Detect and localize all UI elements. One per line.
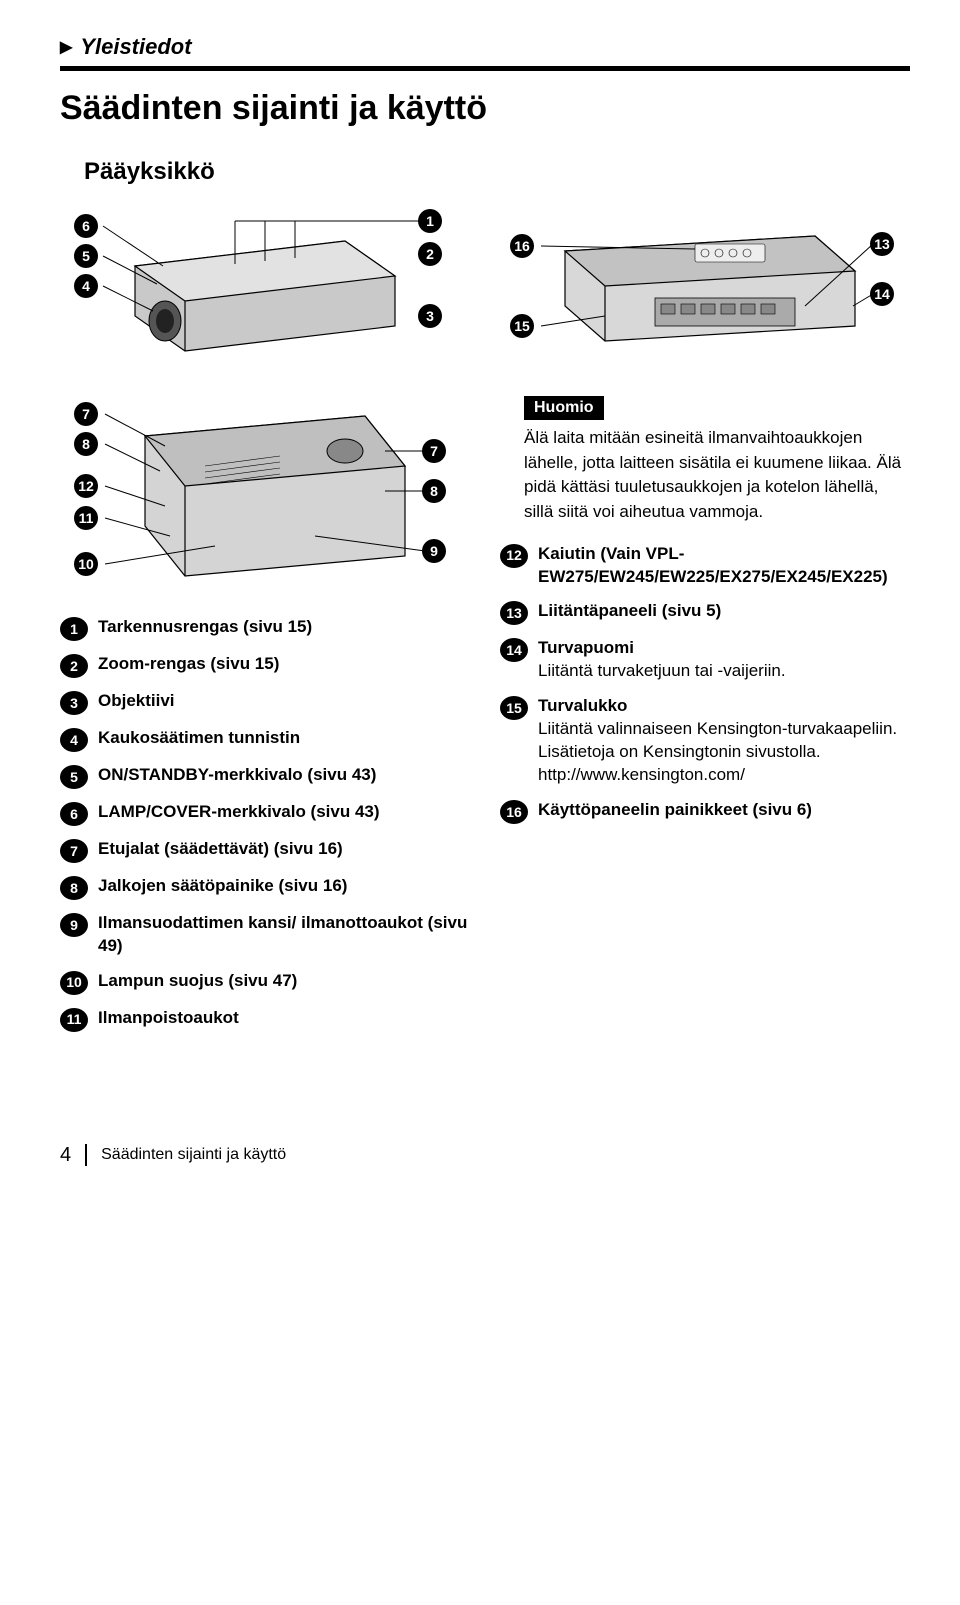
list-item: 14TurvapuomiLiitäntä turvaketjuun tai -v…	[500, 637, 910, 683]
callout-15: 15	[510, 314, 534, 338]
list-item: 3Objektiivi	[60, 690, 470, 715]
breadcrumb: ▶ Yleistiedot	[60, 30, 910, 66]
list-item: 16Käyttöpaneelin painikkeet (sivu 6)	[500, 799, 910, 824]
list-item: 2Zoom-rengas (sivu 15)	[60, 653, 470, 678]
callout-5: 5	[74, 244, 98, 268]
section-divider	[60, 66, 910, 71]
callout-4: 4	[74, 274, 98, 298]
callout-13: 13	[870, 232, 894, 256]
callout-11: 11	[74, 506, 98, 530]
caution-notice: Huomio Älä laita mitään esineitä ilmanva…	[524, 396, 910, 525]
callout-2: 2	[418, 242, 442, 266]
callout-6: 6	[74, 214, 98, 238]
figure-main-unit-rear: 16 15 13 14	[500, 216, 910, 376]
left-callout-list: 1Tarkennusrengas (sivu 15) 2Zoom-rengas …	[60, 616, 470, 1032]
list-item: 6LAMP/COVER-merkkivalo (sivu 43)	[60, 801, 470, 826]
list-item: 12Kaiutin (Vain VPL-EW275/EW245/EW225/EX…	[500, 543, 910, 589]
list-item: 5ON/STANDBY-merkkivalo (sivu 43)	[60, 764, 470, 789]
callout-3: 3	[418, 304, 442, 328]
list-item: 13Liitäntäpaneeli (sivu 5)	[500, 600, 910, 625]
page-footer: 4 Säädinten sijainti ja käyttö	[60, 1144, 910, 1167]
list-item: 4Kaukosäätimen tunnistin	[60, 727, 470, 752]
subunit-title: Pääyksikkö	[84, 158, 910, 186]
right-callout-list: 12Kaiutin (Vain VPL-EW275/EW245/EW225/EX…	[500, 543, 910, 825]
footer-section-title: Säädinten sijainti ja käyttö	[101, 1146, 286, 1164]
page-title: Säädinten sijainti ja käyttö	[60, 89, 910, 128]
list-item: 9Ilmansuodattimen kansi/ ilmanottoaukot …	[60, 912, 470, 958]
list-item: 8Jalkojen säätöpainike (sivu 16)	[60, 875, 470, 900]
callout-10: 10	[74, 552, 98, 576]
callout-16: 16	[510, 234, 534, 258]
callout-1: 1	[418, 209, 442, 233]
figure-main-unit-bottom: 7 8 12 11 10 7 8 9	[60, 396, 470, 596]
page-number: 4	[60, 1144, 71, 1167]
list-item: 7Etujalat (säädettävät) (sivu 16)	[60, 838, 470, 863]
callout-12: 12	[74, 474, 98, 498]
notice-label: Huomio	[524, 396, 604, 420]
notice-text: Älä laita mitään esineitä ilmanvaihtoauk…	[524, 426, 910, 525]
callout-14: 14	[870, 282, 894, 306]
callout-7a: 7	[74, 402, 98, 426]
callout-9: 9	[422, 539, 446, 563]
footer-divider	[85, 1144, 87, 1166]
list-item: 10Lampun suojus (sivu 47)	[60, 970, 470, 995]
list-item: 1Tarkennusrengas (sivu 15)	[60, 616, 470, 641]
breadcrumb-arrow-icon: ▶	[60, 37, 72, 57]
callout-8a: 8	[74, 432, 98, 456]
list-item: 15TurvalukkoLiitäntä valinnaiseen Kensin…	[500, 695, 910, 787]
callout-8b: 8	[422, 479, 446, 503]
callout-7b: 7	[422, 439, 446, 463]
list-item: 11Ilmanpoistoaukot	[60, 1007, 470, 1032]
breadcrumb-label: Yleistiedot	[80, 34, 191, 60]
figure-main-unit-top: 6 5 4 1 2 3	[60, 206, 470, 376]
